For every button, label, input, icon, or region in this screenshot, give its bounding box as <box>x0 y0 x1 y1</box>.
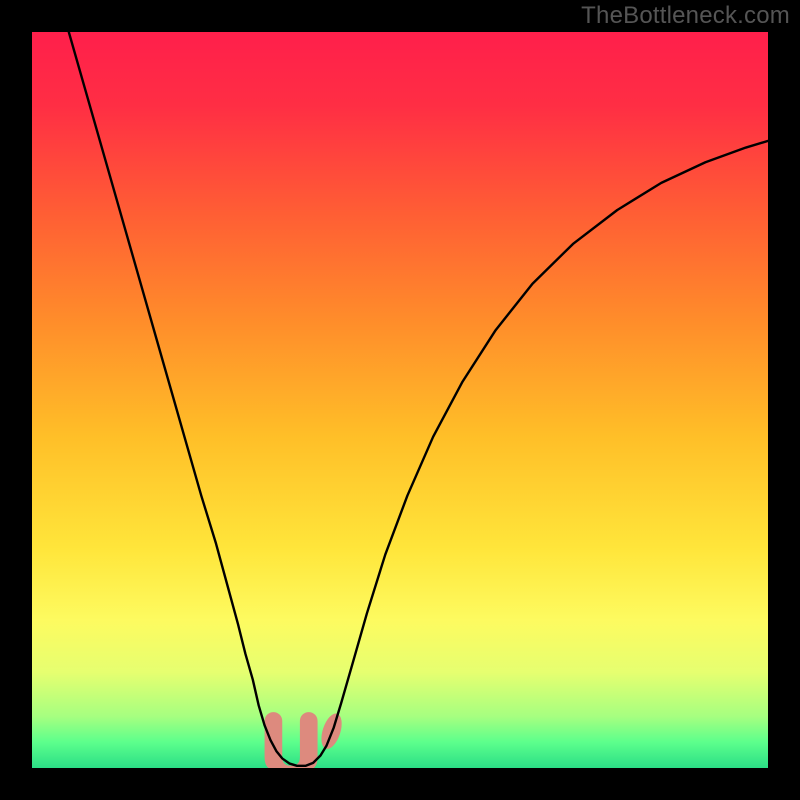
bottleneck-curve-chart <box>32 32 768 768</box>
watermark-text: TheBottleneck.com <box>581 2 790 30</box>
gradient-background <box>32 32 768 768</box>
chart-frame: TheBottleneck.com <box>0 0 800 800</box>
